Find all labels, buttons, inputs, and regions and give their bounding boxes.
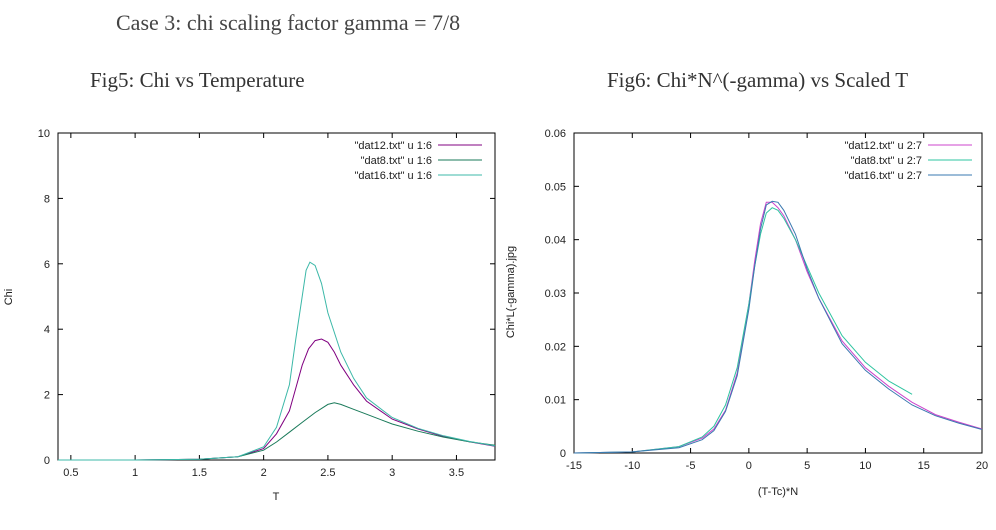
fig5-x-tick-label: 2.5 xyxy=(320,467,335,479)
fig6-x-tick-label: 10 xyxy=(859,460,871,472)
fig5-y-tick-label: 0 xyxy=(44,455,50,467)
fig6-y-tick-label: 0.04 xyxy=(545,235,566,247)
fig5-series-3-line xyxy=(58,261,496,461)
fig5-y-tick-label: 2 xyxy=(44,390,50,402)
fig6-x-tick-label: -15 xyxy=(566,460,582,472)
fig6-series-2-line xyxy=(573,207,913,454)
fig5-y-tick-label: 4 xyxy=(44,324,50,336)
fig6-x-tick-label: -5 xyxy=(686,460,696,472)
fig5-legend-label-1: "dat12.txt" u 1:6 xyxy=(354,140,432,152)
fig5-y-tick-label: 6 xyxy=(44,259,50,271)
fig5-x-tick-label: 0.5 xyxy=(63,467,78,479)
fig6-x-tick-label: 0 xyxy=(746,460,752,472)
fig5-y-tick-label: 8 xyxy=(44,193,50,205)
fig6-legend-label-1: "dat12.txt" u 2:7 xyxy=(844,140,922,152)
fig6-x-tick-label: -10 xyxy=(624,460,640,472)
fig6-y-tick-label: 0.03 xyxy=(545,288,566,300)
fig5-x-axis-label: T xyxy=(273,491,280,503)
fig6-series-3-line xyxy=(573,200,983,454)
fig6-x-tick-label: 15 xyxy=(918,460,930,472)
fig5-legend-label-3: "dat16.txt" u 1:6 xyxy=(354,170,432,182)
fig5-series-1-line xyxy=(58,338,496,461)
fig5-y-tick-label: 10 xyxy=(38,128,50,140)
fig6-y-tick-label: 0 xyxy=(560,448,566,460)
fig5-x-tick-label: 1.5 xyxy=(192,467,207,479)
fig6-y-tick-label: 0.05 xyxy=(545,181,566,193)
fig6-legend-label-3: "dat16.txt" u 2:7 xyxy=(844,170,922,182)
fig6-series-1-line xyxy=(573,201,983,454)
fig6-y-axis-label: Chi*L(-gamma).jpg xyxy=(505,246,517,338)
fig5-x-tick-label: 2 xyxy=(261,467,267,479)
fig6-x-tick-label: 5 xyxy=(804,460,810,472)
fig5-x-tick-label: 3.5 xyxy=(449,467,464,479)
fig6-y-tick-label: 0.01 xyxy=(545,395,566,407)
fig5-plot-frame xyxy=(57,132,496,461)
fig6-legend-label-2: "dat8.txt" u 2:7 xyxy=(851,155,922,167)
fig6-x-tick-label: 20 xyxy=(976,460,988,472)
fig5-x-tick-label: 1 xyxy=(132,467,138,479)
fig6-y-tick-label: 0.02 xyxy=(545,341,566,353)
fig5-title: Fig5: Chi vs Temperature xyxy=(90,68,305,92)
fig6-title: Fig6: Chi*N^(-gamma) vs Scaled T xyxy=(607,68,909,92)
fig5-legend-label-2: "dat8.txt" u 1:6 xyxy=(361,155,432,167)
fig5-y-axis-label: Chi xyxy=(3,289,15,306)
page-title: Case 3: chi scaling factor gamma = 7/8 xyxy=(116,10,461,35)
fig5-x-tick-label: 3 xyxy=(389,467,395,479)
fig6-y-tick-label: 0.06 xyxy=(545,128,566,140)
fig6-x-axis-label: (T-Tc)*N xyxy=(758,486,798,498)
